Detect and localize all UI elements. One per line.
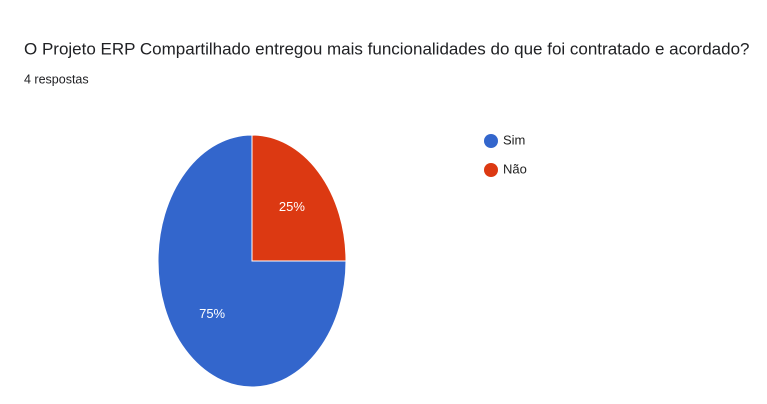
slice-label: 25%: [279, 199, 305, 214]
legend-label: Sim: [503, 132, 525, 147]
legend-swatch: [484, 134, 498, 148]
chart-subtitle: 4 respostas: [24, 72, 89, 86]
slice-label: 75%: [199, 306, 225, 321]
chart-title: O Projeto ERP Compartilhado entregou mai…: [24, 39, 749, 58]
pie-slice: [157, 134, 347, 388]
legend-swatch: [484, 163, 498, 177]
pie-slice: [251, 134, 347, 262]
legend-label: Não: [503, 161, 527, 176]
